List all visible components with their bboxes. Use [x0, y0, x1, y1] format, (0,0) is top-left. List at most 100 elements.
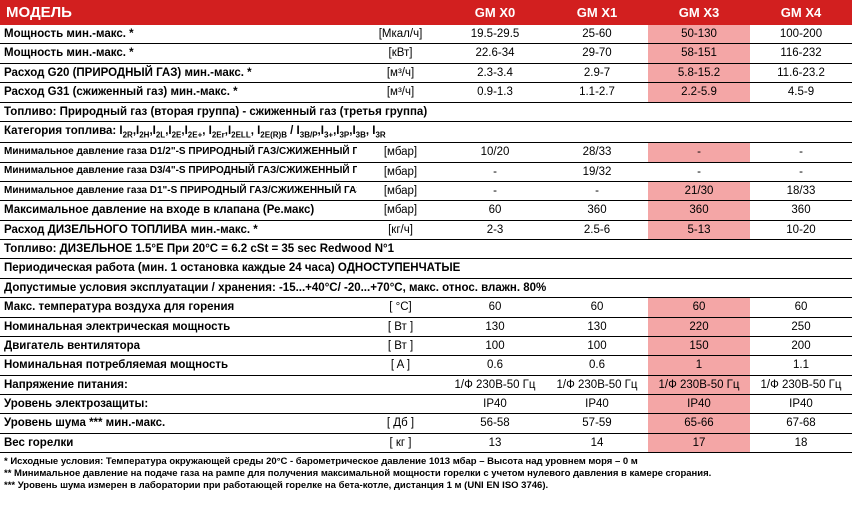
row-value: 2.9-7 [546, 63, 648, 82]
header-col: GM X1 [546, 0, 648, 25]
row-value: 0.6 [546, 356, 648, 375]
row-value: IP40 [750, 395, 852, 414]
row-value: 29-70 [546, 44, 648, 63]
table-row: Расход G31 (сжиженный газ) мин.-макс. *[… [0, 83, 852, 102]
row-label: Макс. температура воздуха для горения [0, 298, 357, 317]
row-value: 60 [444, 201, 546, 220]
row-unit [357, 395, 444, 414]
row-value: 60 [546, 298, 648, 317]
row-value: 360 [546, 201, 648, 220]
row-value: 50-130 [648, 25, 750, 44]
header-unit [357, 0, 444, 25]
row-value: 10-20 [750, 220, 852, 239]
row-unit: [мбар] [357, 181, 444, 200]
row-value: 2.3-3.4 [444, 63, 546, 82]
row-label: Мощность мин.-макс. * [0, 25, 357, 44]
row-unit: [ °C] [357, 298, 444, 317]
row-value: 25-60 [546, 25, 648, 44]
row-value: 1/Ф 230В-50 Гц [750, 375, 852, 394]
row-label: Номинальная потребляемая мощность [0, 356, 357, 375]
table-row: Мощность мин.-макс. *[кВт]22.6-3429-7058… [0, 44, 852, 63]
row-value: 250 [750, 317, 852, 336]
full-row-cell: Допустимые условия эксплуатации / хранен… [0, 278, 852, 297]
row-value: 360 [648, 201, 750, 220]
table-row: Допустимые условия эксплуатации / хранен… [0, 278, 852, 297]
footnote-line: *** Уровень шума измерен в лаборатории п… [4, 480, 848, 492]
row-unit: [кВт] [357, 44, 444, 63]
row-value: 1/Ф 230В-50 Гц [648, 375, 750, 394]
row-value: - [648, 162, 750, 181]
row-label: Расход ДИЗЕЛЬНОГО ТОПЛИВА мин.-макс. * [0, 220, 357, 239]
row-label: Минимальное давление газа D1"-S ПРИРОДНЫ… [0, 181, 357, 200]
row-unit: [ Вт ] [357, 336, 444, 355]
table-row: Минимальное давление газа D3/4"-S ПРИРОД… [0, 162, 852, 181]
table-row: Расход ДИЗЕЛЬНОГО ТОПЛИВА мин.-макс. *[к… [0, 220, 852, 239]
row-value: 11.6-23.2 [750, 63, 852, 82]
row-value: IP40 [444, 395, 546, 414]
row-value: 18/33 [750, 181, 852, 200]
row-value: 130 [546, 317, 648, 336]
row-value: - [750, 143, 852, 162]
row-value: IP40 [648, 395, 750, 414]
table-row: Минимальное давление газа D1"-S ПРИРОДНЫ… [0, 181, 852, 200]
row-value: 21/30 [648, 181, 750, 200]
row-label: Минимальное давление газа D3/4"-S ПРИРОД… [0, 162, 357, 181]
table-row: Номинальная потребляемая мощность[ A ] 0.… [0, 356, 852, 375]
row-value: 100-200 [750, 25, 852, 44]
table-row: Макс. температура воздуха для горения[ °… [0, 298, 852, 317]
row-value: - [750, 162, 852, 181]
header-row: МОДЕЛЬGM X0GM X1GM X3GM X4 [0, 0, 852, 25]
row-value: 60 [648, 298, 750, 317]
row-unit [357, 375, 444, 394]
row-value: 1.1-2.7 [546, 83, 648, 102]
row-label: Максимальное давление на входе в клапана… [0, 201, 357, 220]
row-value: 200 [750, 336, 852, 355]
row-label: Вес горелки [0, 433, 357, 452]
row-value: 150 [648, 336, 750, 355]
row-label: Уровень шума *** мин.-макс. [0, 414, 357, 433]
table-row: Уровень шума *** мин.-макс.[ Дб ]56-5857… [0, 414, 852, 433]
full-row-cell: Топливо: Природный газ (вторая группа) -… [0, 102, 852, 121]
table-row: Топливо: ДИЗЕЛЬНОЕ 1.5°E При 20°C = 6.2 … [0, 240, 852, 259]
footnote-line: * Исходные условия: Температура окружающ… [4, 456, 848, 468]
row-label: Минимальное давление газа D1/2"-S ПРИРОД… [0, 143, 357, 162]
table-row: Расход G20 (ПРИРОДНЫЙ ГАЗ) мин.-макс. *[… [0, 63, 852, 82]
table-row: Категория топлива: I2R,I2H,I2L,I2E,I2E+,… [0, 121, 852, 142]
row-value: - [444, 181, 546, 200]
row-value: 56-58 [444, 414, 546, 433]
footnotes: * Исходные условия: Температура окружающ… [0, 453, 852, 492]
table-row: Номинальная электрическая мощность[ Вт ]… [0, 317, 852, 336]
table-body: Мощность мин.-макс. *[Мкал/ч]19.5-29.525… [0, 25, 852, 453]
header-col: GM X3 [648, 0, 750, 25]
row-value: 60 [444, 298, 546, 317]
row-value: - [546, 181, 648, 200]
row-label: Двигатель вентилятора [0, 336, 357, 355]
row-label: Расход G20 (ПРИРОДНЫЙ ГАЗ) мин.-макс. * [0, 63, 357, 82]
table-row: Двигатель вентилятора[ Вт ]100100150200 [0, 336, 852, 355]
row-value: - [648, 143, 750, 162]
row-value: 18 [750, 433, 852, 452]
footnote-line: ** Минимальное давление на подаче газа н… [4, 468, 848, 480]
row-value: 1.1 [750, 356, 852, 375]
row-unit: [м³/ч] [357, 83, 444, 102]
row-unit: [мбар] [357, 162, 444, 181]
row-value: 100 [444, 336, 546, 355]
table-row: Топливо: Природный газ (вторая группа) -… [0, 102, 852, 121]
row-label: Расход G31 (сжиженный газ) мин.-макс. * [0, 83, 357, 102]
row-value: 1/Ф 230В-50 Гц [444, 375, 546, 394]
row-value: 2.2-5.9 [648, 83, 750, 102]
row-unit: [ A ] [357, 356, 444, 375]
header-col: GM X4 [750, 0, 852, 25]
row-label: Уровень электрозащиты: [0, 395, 357, 414]
row-unit: [кг/ч] [357, 220, 444, 239]
row-value: 22.6-34 [444, 44, 546, 63]
row-value: - [444, 162, 546, 181]
row-value: 5.8-15.2 [648, 63, 750, 82]
row-value: 28/33 [546, 143, 648, 162]
full-row-cell: Категория топлива: I2R,I2H,I2L,I2E,I2E+,… [0, 121, 852, 142]
row-value: 60 [750, 298, 852, 317]
row-value: 10/20 [444, 143, 546, 162]
spec-table: МОДЕЛЬGM X0GM X1GM X3GM X4 Мощность мин.… [0, 0, 852, 453]
header-col: GM X0 [444, 0, 546, 25]
table-row: Уровень электрозащиты:IP40IP40IP40IP40 [0, 395, 852, 414]
